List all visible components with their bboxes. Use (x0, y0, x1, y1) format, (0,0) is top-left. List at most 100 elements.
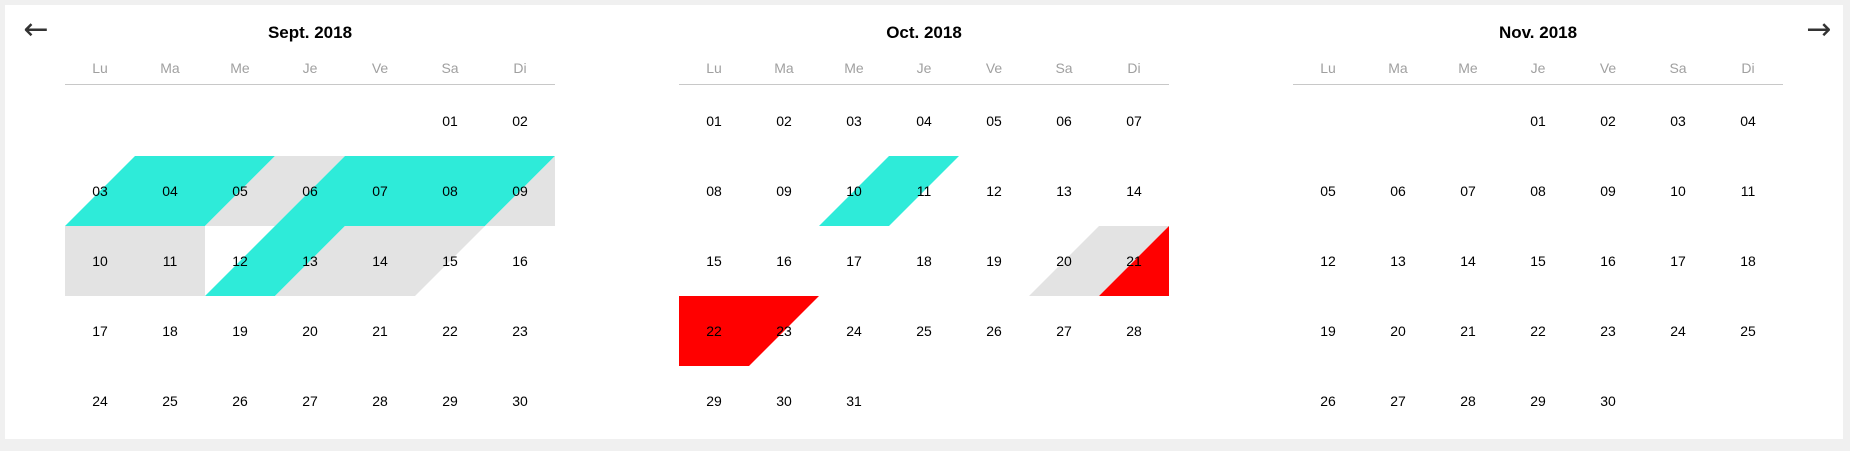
day-cell[interactable]: 30 (1600, 393, 1616, 409)
day-cell[interactable]: 19 (232, 323, 248, 339)
weekday-label: Ve (371, 60, 389, 76)
day-cell[interactable]: 25 (1740, 323, 1756, 339)
day-cell[interactable]: 14 (1460, 253, 1476, 269)
day-cell[interactable]: 26 (232, 393, 248, 409)
day-cell[interactable]: 18 (1740, 253, 1756, 269)
day-cell[interactable]: 03 (846, 113, 862, 129)
day-cell[interactable]: 02 (512, 113, 528, 129)
day-cell[interactable]: 24 (1670, 323, 1686, 339)
day-cell[interactable]: 29 (442, 393, 458, 409)
day-cell[interactable]: 28 (1460, 393, 1476, 409)
day-cell[interactable]: 22 (442, 323, 458, 339)
day-cell[interactable]: 16 (776, 253, 792, 269)
day-cell[interactable]: 06 (1056, 113, 1072, 129)
day-cell[interactable]: 19 (1320, 323, 1336, 339)
day-cell[interactable]: 09 (512, 183, 528, 199)
day-cell[interactable]: 24 (92, 393, 108, 409)
day-cell[interactable]: 03 (1670, 113, 1686, 129)
day-cell[interactable]: 05 (1320, 183, 1336, 199)
day-cell[interactable]: 23 (1600, 323, 1616, 339)
day-cell[interactable]: 01 (442, 113, 458, 129)
day-cell[interactable]: 11 (916, 183, 932, 199)
day-cell[interactable]: 07 (372, 183, 388, 199)
day-cell[interactable]: 28 (1126, 323, 1142, 339)
day-cell[interactable]: 25 (916, 323, 932, 339)
day-cell[interactable]: 06 (1390, 183, 1406, 199)
day-cell[interactable]: 13 (1390, 253, 1406, 269)
day-cell[interactable]: 06 (302, 183, 318, 199)
day-cell[interactable]: 15 (706, 253, 722, 269)
day-cell[interactable]: 23 (776, 323, 792, 339)
day-cell[interactable]: 21 (1460, 323, 1476, 339)
day-cell[interactable]: 29 (1530, 393, 1546, 409)
day-cell[interactable]: 10 (1670, 183, 1686, 199)
day-cell[interactable]: 01 (1530, 113, 1546, 129)
day-cell[interactable]: 30 (776, 393, 792, 409)
day-cell[interactable]: 15 (442, 253, 458, 269)
day-cell[interactable]: 02 (776, 113, 792, 129)
day-cell[interactable]: 22 (1530, 323, 1546, 339)
next-month-arrow-icon[interactable]: → (1806, 12, 1832, 47)
day-cell[interactable]: 12 (1320, 253, 1336, 269)
day-cell[interactable]: 17 (1670, 253, 1686, 269)
day-cell[interactable]: 14 (372, 253, 388, 269)
header-divider (65, 84, 555, 85)
day-cell[interactable]: 19 (986, 253, 1002, 269)
month-october: Oct. 2018 Lu Ma Me Je Ve Sa Di 01 02 03 04 0… (679, 23, 1169, 433)
day-cell[interactable]: 07 (1126, 113, 1142, 129)
day-cell[interactable]: 16 (1600, 253, 1616, 269)
day-cell[interactable]: 11 (1740, 183, 1756, 199)
day-cell[interactable]: 24 (846, 323, 862, 339)
day-cell[interactable]: 10 (846, 183, 862, 199)
day-cell[interactable]: 12 (986, 183, 1002, 199)
day-cell[interactable]: 25 (162, 393, 178, 409)
day-cell[interactable]: 21 (1126, 253, 1142, 269)
day-cell[interactable]: 22 (706, 323, 722, 339)
day-cell[interactable]: 08 (1530, 183, 1546, 199)
day-cell[interactable]: 13 (302, 253, 318, 269)
day-cell[interactable]: 30 (512, 393, 528, 409)
day-cell[interactable]: 04 (916, 113, 932, 129)
day-cell[interactable]: 13 (1056, 183, 1072, 199)
day-cell[interactable]: 04 (1740, 113, 1756, 129)
day-cell[interactable]: 09 (776, 183, 792, 199)
day-cell[interactable]: 21 (372, 323, 388, 339)
day-cell[interactable]: 17 (92, 323, 108, 339)
day-cell[interactable]: 27 (302, 393, 318, 409)
day-cell[interactable]: 08 (706, 183, 722, 199)
day-cell[interactable]: 09 (1600, 183, 1616, 199)
day-cell[interactable]: 16 (512, 253, 528, 269)
day-cell[interactable]: 05 (986, 113, 1002, 129)
day-cell[interactable]: 11 (162, 253, 178, 269)
day-cell[interactable]: 18 (162, 323, 178, 339)
day-cell[interactable]: 29 (706, 393, 722, 409)
day-cell[interactable]: 27 (1056, 323, 1072, 339)
day-cell[interactable]: 02 (1600, 113, 1616, 129)
day-cell[interactable]: 12 (232, 253, 248, 269)
day-cell[interactable]: 05 (232, 183, 248, 199)
day-cell[interactable]: 20 (1390, 323, 1406, 339)
day-cell[interactable]: 23 (512, 323, 528, 339)
day-cell[interactable]: 26 (986, 323, 1002, 339)
day-cell[interactable]: 31 (846, 393, 862, 409)
day-cell[interactable]: 10 (92, 253, 108, 269)
month-title: Sept. 2018 (267, 23, 353, 42)
weekday-label: Ma (1388, 60, 1408, 76)
day-cell[interactable]: 15 (1530, 253, 1546, 269)
previous-month-arrow-icon[interactable]: ← (23, 12, 49, 47)
day-cell[interactable]: 17 (846, 253, 862, 269)
day-cell[interactable]: 08 (442, 183, 458, 199)
day-cell[interactable]: 20 (302, 323, 318, 339)
day-cell[interactable]: 04 (162, 183, 178, 199)
day-cell[interactable]: 27 (1390, 393, 1406, 409)
day-cell[interactable]: 01 (706, 113, 722, 129)
day-cell[interactable]: 14 (1126, 183, 1142, 199)
day-cell[interactable]: 07 (1460, 183, 1476, 199)
day-cell[interactable]: 18 (916, 253, 932, 269)
weekday-label: Di (513, 60, 527, 76)
day-cell[interactable]: 03 (92, 183, 108, 199)
day-cell[interactable]: 26 (1320, 393, 1336, 409)
weekday-label: Ve (985, 60, 1003, 76)
day-cell[interactable]: 28 (372, 393, 388, 409)
day-cell[interactable]: 20 (1056, 253, 1072, 269)
